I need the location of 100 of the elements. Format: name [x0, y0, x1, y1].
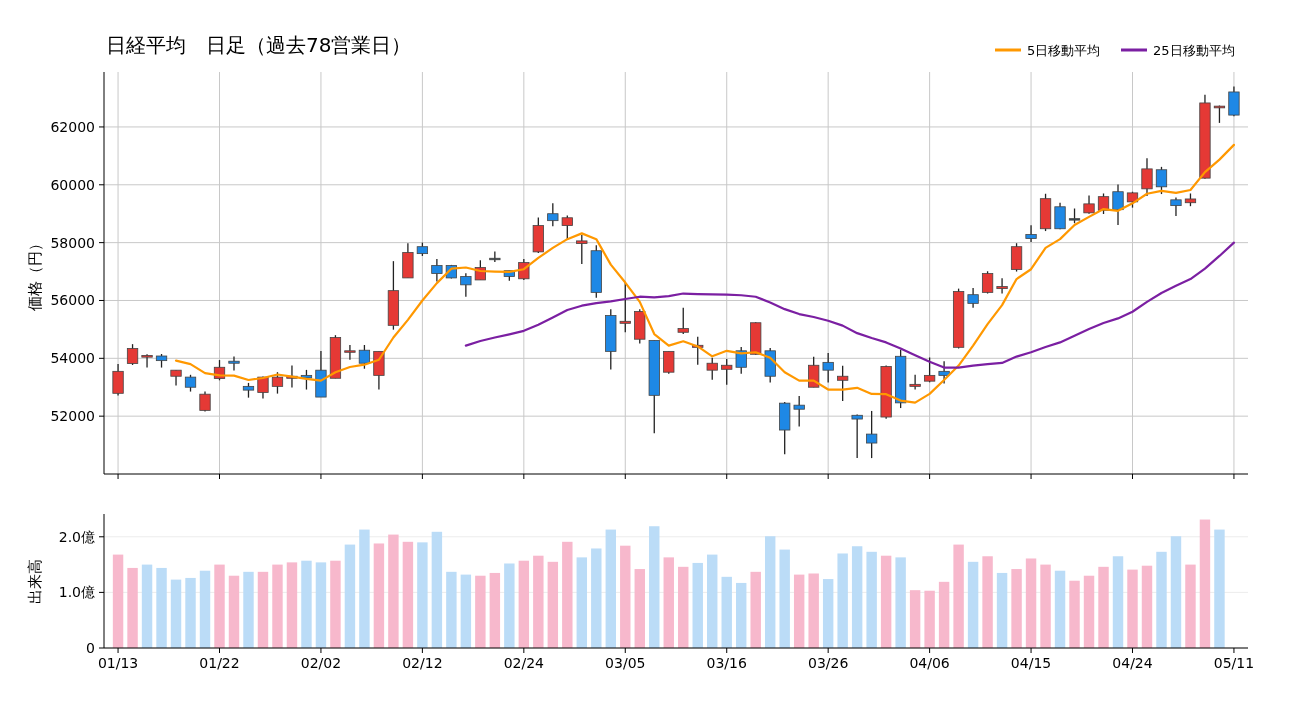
bar [446, 571, 457, 648]
bar [1069, 580, 1080, 648]
candlestick [112, 363, 124, 397]
bar [1170, 536, 1182, 648]
bar [518, 560, 530, 648]
candlestick [344, 344, 356, 361]
y-tick-label: 52000 [50, 408, 95, 425]
bar [127, 567, 138, 648]
bar [1185, 564, 1196, 648]
bar [315, 562, 327, 648]
y-tick-label: 0 [86, 640, 95, 656]
bar [721, 576, 732, 648]
candlestick [271, 371, 284, 395]
bar [1054, 570, 1066, 648]
bar [359, 529, 370, 648]
bar [764, 536, 776, 648]
candlestick [837, 365, 849, 402]
y-tick-label: 58000 [50, 234, 95, 251]
bar [808, 573, 819, 648]
bar [460, 574, 472, 648]
bar [330, 560, 341, 648]
bar [156, 567, 167, 648]
candlestick [663, 350, 675, 375]
candlestick [1054, 202, 1066, 230]
bar [533, 555, 544, 648]
bar [504, 563, 515, 648]
candlestick [677, 307, 689, 335]
candlestick [866, 410, 878, 459]
bar [257, 571, 269, 648]
y-axis-title: 価格（円） [26, 235, 44, 311]
bar [996, 572, 1008, 648]
bar [286, 562, 298, 648]
bar [880, 555, 892, 648]
y-tick-label: 54000 [50, 350, 95, 367]
bar [185, 577, 196, 648]
y-tick-label: 60000 [50, 176, 95, 193]
bar [924, 590, 935, 648]
candlestick [938, 360, 950, 385]
candlestick [981, 270, 994, 295]
bar [634, 569, 645, 648]
candlestick [199, 390, 211, 413]
bar [475, 575, 486, 648]
bar [562, 541, 573, 648]
y-tick-label: 1.0億 [58, 584, 95, 601]
bar [228, 575, 240, 648]
bar [779, 549, 790, 648]
candlestick [851, 413, 863, 459]
bar [388, 534, 399, 648]
candlestick [1141, 157, 1153, 197]
x-tick-label: 04/24 [1112, 655, 1153, 671]
bar [1141, 565, 1153, 648]
bar [576, 557, 588, 648]
bar [605, 529, 616, 648]
y-axis-title: 出来高 [26, 558, 44, 604]
bar [938, 581, 950, 648]
bar [547, 561, 559, 648]
bar [1011, 569, 1022, 648]
bar [1098, 566, 1109, 648]
bar [620, 545, 631, 648]
y-tick-label: 62000 [50, 118, 95, 135]
bar [199, 570, 211, 648]
bar [837, 553, 848, 648]
candlestick [706, 357, 718, 381]
x-tick-label: 02/12 [402, 655, 443, 671]
candlestick [576, 234, 588, 265]
bar [344, 544, 356, 648]
candlestick [1228, 85, 1240, 117]
candlestick [1010, 242, 1023, 273]
x-tick-label: 03/26 [807, 655, 849, 671]
candlestick [1112, 183, 1124, 226]
bar [851, 546, 863, 648]
bar [301, 560, 312, 648]
y-tick-label: 56000 [50, 292, 95, 309]
x-tick-label: 03/16 [706, 655, 747, 671]
candlestick [460, 272, 472, 298]
bar [1127, 569, 1138, 648]
x-tick-label: 02/24 [503, 655, 545, 671]
candlestick [1170, 196, 1182, 217]
bar [243, 571, 254, 648]
candlestick [431, 258, 443, 283]
line-series [174, 143, 1236, 404]
bar [417, 542, 428, 648]
bar [112, 554, 124, 648]
bar [431, 531, 443, 648]
x-tick-label: 02/02 [300, 655, 342, 671]
x-tick-label: 04/06 [909, 655, 950, 671]
candlestick [967, 287, 979, 309]
legend-label: 25日移動平均 [1153, 43, 1235, 58]
x-tick-label: 04/15 [1010, 655, 1052, 671]
candlestick [126, 343, 139, 366]
candlestick [561, 214, 573, 240]
bar [822, 579, 834, 648]
candlestick [141, 353, 153, 369]
candlestick [909, 374, 921, 391]
candlestick [1025, 224, 1037, 243]
bar [953, 544, 964, 648]
bar [895, 557, 906, 648]
bar [1199, 519, 1211, 648]
candlestick [793, 395, 805, 428]
y-tick-label: 2.0億 [58, 528, 95, 545]
